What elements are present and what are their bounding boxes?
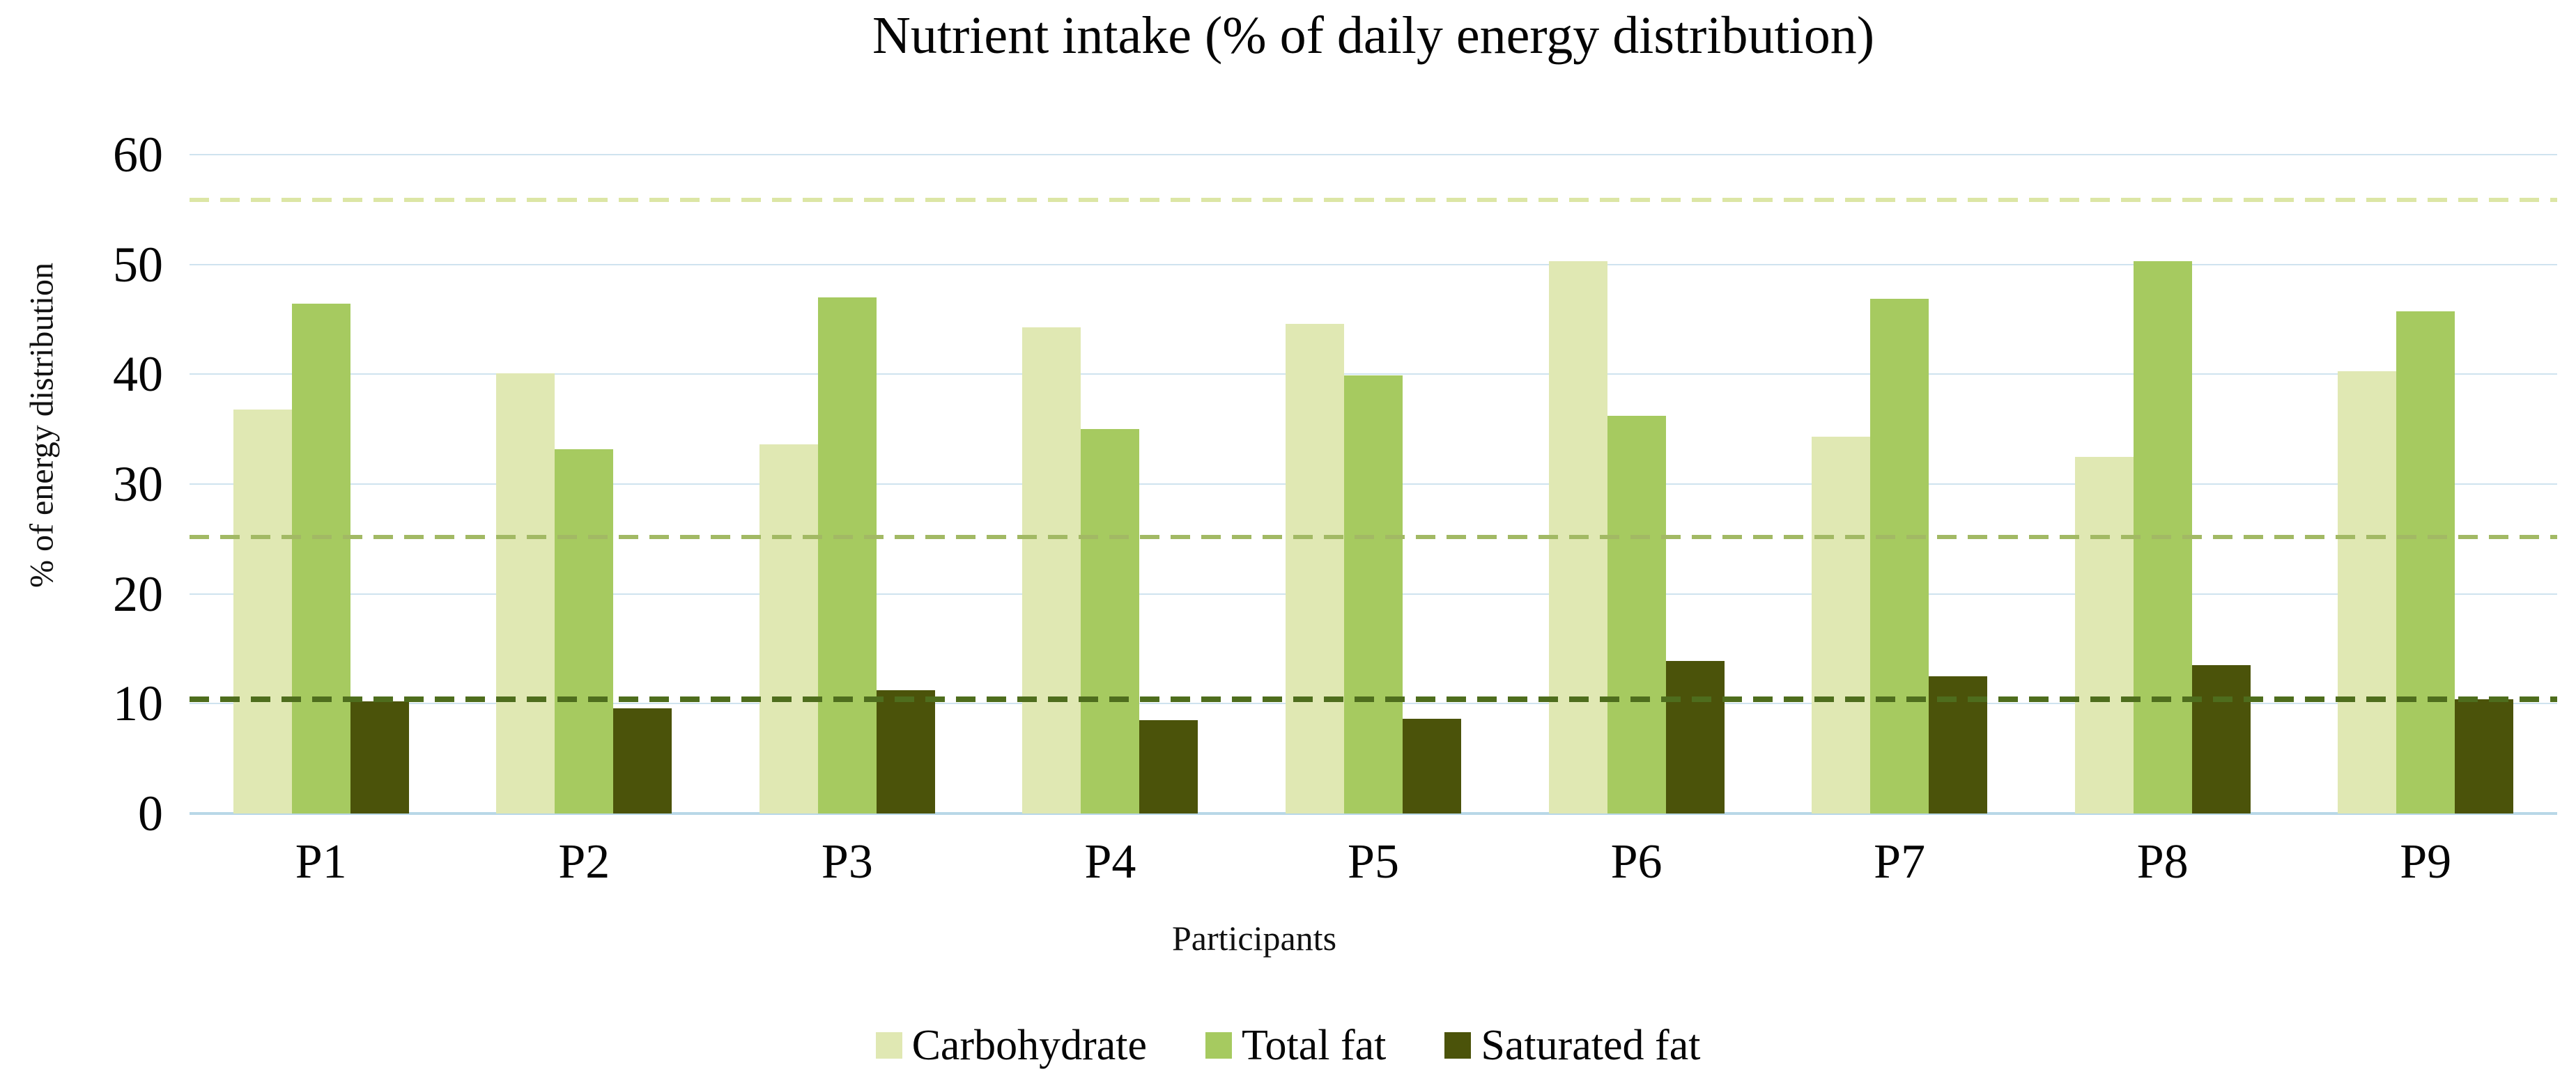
bar-total-fat-p7: [1870, 298, 1929, 813]
y-tick-label-10: 10: [113, 676, 163, 732]
bar-total-fat-p1: [291, 304, 350, 813]
chart-title: Nutrient intake (% of daily energy distr…: [872, 6, 1875, 65]
y-tick-label-60: 60: [113, 127, 163, 182]
legend-label: Saturated fat: [1481, 1022, 1701, 1069]
x-category-label-p8: P8: [2136, 835, 2189, 889]
legend-item-total-fat: Total fat: [1205, 1015, 1386, 1075]
gridline-40: [190, 373, 2557, 375]
gridline-50: [190, 263, 2557, 265]
bar-saturated-fat-p9: [2455, 699, 2514, 813]
bar-saturated-fat-p6: [1665, 660, 1725, 813]
legend-item-saturated-fat: Saturated fat: [1444, 1015, 1700, 1075]
legend-swatch-carbohydrate: [875, 1032, 902, 1059]
bar-saturated-fat-p3: [876, 690, 935, 813]
legend-swatch-saturated-fat: [1444, 1032, 1472, 1059]
bar-carbohydrate-p5: [1286, 323, 1344, 813]
bar-saturated-fat-p2: [613, 708, 672, 813]
legend: Carbohydrate Total fat Saturated fat: [0, 1015, 2576, 1075]
x-category-label-p6: P6: [1610, 835, 1663, 889]
bar-total-fat-p2: [555, 449, 614, 813]
reference-line-carbohydrate: [190, 197, 2557, 202]
y-tick-label-30: 30: [113, 456, 163, 512]
legend-label: Total fat: [1242, 1022, 1387, 1069]
bar-carbohydrate-p7: [1812, 437, 1871, 813]
legend-item-carbohydrate: Carbohydrate: [875, 1015, 1147, 1075]
bar-total-fat-p9: [2396, 311, 2455, 813]
x-category-label-p4: P4: [1084, 835, 1136, 889]
x-category-label-p2: P2: [558, 835, 610, 889]
x-category-label-p5: P5: [1348, 835, 1399, 889]
bar-carbohydrate-p8: [2074, 456, 2134, 813]
y-tick-label-0: 0: [138, 786, 163, 841]
bar-total-fat-p4: [1081, 429, 1140, 813]
bar-carbohydrate-p4: [1022, 327, 1081, 813]
y-tick-label-40: 40: [113, 346, 163, 403]
bar-total-fat-p5: [1344, 375, 1403, 813]
x-category-label-p7: P7: [1874, 835, 1926, 889]
plot-area: [190, 154, 2557, 815]
bar-saturated-fat-p1: [350, 701, 409, 813]
bar-total-fat-p6: [1607, 416, 1666, 813]
reference-line-total-fat: [190, 534, 2557, 539]
bar-carbohydrate-p3: [759, 444, 818, 813]
x-axis-baseline: [190, 812, 2557, 815]
bar-carbohydrate-p9: [2338, 371, 2397, 813]
x-axis-title: Participants: [1171, 919, 1337, 958]
legend-label: Carbohydrate: [911, 1022, 1147, 1069]
bar-saturated-fat-p8: [2191, 665, 2251, 813]
bar-total-fat-p3: [817, 297, 877, 813]
x-category-label-p1: P1: [295, 835, 347, 889]
bar-carbohydrate-p1: [233, 409, 292, 813]
y-tick-label-50: 50: [113, 236, 163, 293]
gridline-60: [190, 154, 2557, 155]
bar-saturated-fat-p4: [1139, 719, 1198, 813]
y-tick-label-20: 20: [113, 566, 163, 622]
bar-carbohydrate-p2: [496, 373, 555, 813]
x-category-label-p9: P9: [2400, 835, 2452, 889]
x-category-label-p3: P3: [821, 835, 873, 889]
reference-line-saturated-fat: [190, 696, 2557, 703]
bar-saturated-fat-p5: [1403, 719, 1461, 813]
legend-swatch-total-fat: [1205, 1032, 1232, 1059]
